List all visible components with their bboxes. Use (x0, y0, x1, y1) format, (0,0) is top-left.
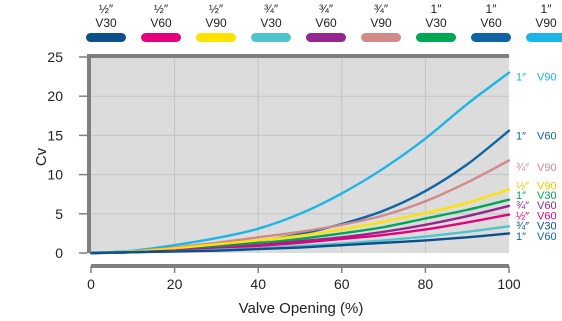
end-label: ¾″ V90 (516, 162, 557, 174)
legend-swatch (251, 33, 291, 42)
legend-item: ½″V30 (86, 2, 126, 42)
end-label-size: 1″ (516, 190, 526, 202)
end-label: 1″ V60 (516, 130, 557, 142)
legend-type-label: V60 (480, 16, 502, 30)
x-tick-label: 0 (87, 276, 95, 292)
y-tick-label: 5 (55, 206, 63, 222)
end-label-type: V60 (537, 210, 557, 222)
axes (87, 54, 509, 268)
end-label-type: V30 (537, 221, 557, 233)
legend-item: ¾″V90 (361, 2, 401, 42)
series-end-labels: 1″ V90 1″ V60 ¾″ V90 ½″ V90 1″ V30 ¾″ V60 ½″ V60 ¾″ V30… (516, 72, 557, 243)
legend-size-label: ¾″ (319, 2, 334, 16)
legend-type-label: V30 (425, 16, 447, 30)
x-tick-label: 80 (418, 276, 434, 292)
legend-swatch (471, 33, 511, 42)
legend-size-label: ¾″ (264, 2, 279, 16)
legend-item: ¾″V30 (251, 2, 291, 42)
end-label: 1″ V90 (516, 72, 557, 84)
end-label-size: 1″ (516, 130, 526, 142)
end-label-type: V90 (537, 72, 557, 84)
legend-type-label: V60 (315, 16, 337, 30)
legend-item: ½″V90 (196, 2, 236, 42)
x-tick-label: 40 (250, 276, 266, 292)
y-tick-label: 15 (47, 127, 63, 143)
legend-type-label: V30 (260, 16, 282, 30)
legend: ½″V30½″V60½″V90¾″V30¾″V60¾″V901″V301″V60… (86, 2, 562, 42)
legend-item: ¾″V60 (306, 2, 346, 42)
legend-type-label: V90 (370, 16, 392, 30)
legend-size-label: 1″ (486, 2, 498, 16)
end-label: ½″ V90 (516, 181, 557, 193)
tick-labels: 0 20 40 60 80 100 0 5 10 15 20 25 (47, 49, 520, 292)
x-tick-label: 60 (334, 276, 350, 292)
x-tick-label: 20 (167, 276, 183, 292)
end-label-size: ¾″ (516, 200, 529, 212)
end-label: 1″ V30 (516, 190, 557, 202)
legend-swatch (86, 33, 126, 42)
legend-type-label: V30 (95, 16, 117, 30)
end-label-size: ½″ (516, 181, 529, 193)
y-tick-label: 20 (47, 88, 63, 104)
y-tick-label: 0 (55, 245, 63, 261)
legend-swatch (141, 33, 181, 42)
end-label-type: V30 (537, 190, 557, 202)
legend-type-label: V60 (150, 16, 172, 30)
end-label-size: 1″ (516, 72, 526, 84)
legend-swatch (196, 33, 236, 42)
legend-swatch (306, 33, 346, 42)
legend-item: 1″V30 (416, 2, 456, 42)
series-lines (89, 71, 511, 255)
end-label-size: ½″ (516, 210, 529, 222)
legend-type-label: V90 (535, 16, 557, 30)
end-label-type: V60 (537, 200, 557, 212)
legend-type-label: V90 (205, 16, 227, 30)
legend-size-label: 1″ (431, 2, 443, 16)
legend-item: 1″V90 (526, 2, 562, 42)
legend-size-label: ¾″ (374, 2, 389, 16)
legend-swatch (361, 33, 401, 42)
end-label-size: ¾″ (516, 162, 529, 174)
legend-size-label: ½″ (209, 2, 224, 16)
end-label-size: ¾″ (516, 221, 529, 233)
plot-area (91, 57, 509, 253)
x-tick-label: 100 (497, 276, 521, 292)
legend-size-label: 1″ (541, 2, 553, 16)
end-label-type: V60 (537, 130, 557, 142)
series-line-0 (89, 71, 511, 255)
end-label: ½″ V60 (516, 210, 557, 222)
y-tick-label: 25 (47, 49, 63, 65)
end-label-type: V90 (537, 162, 557, 174)
y-tick-label: 10 (47, 167, 63, 183)
legend-swatch (526, 33, 562, 42)
x-axis-label: Valve Opening (%) (239, 300, 364, 317)
y-axis-label: Cv (33, 147, 50, 166)
end-label-size: 1″ (516, 231, 526, 243)
legend-size-label: ½″ (154, 2, 169, 16)
end-label: 1″ V60 (516, 231, 557, 243)
end-label: ¾″ V30 (516, 221, 557, 233)
series-line-3 (89, 188, 511, 255)
legend-size-label: ½″ (99, 2, 114, 16)
series-line-8 (89, 232, 511, 255)
legend-swatch (416, 33, 456, 42)
legend-item: 1″V60 (471, 2, 511, 42)
end-label-type: V60 (537, 231, 557, 243)
legend-item: ½″V60 (141, 2, 181, 42)
end-label: ¾″ V60 (516, 200, 557, 212)
end-label-type: V90 (537, 181, 557, 193)
